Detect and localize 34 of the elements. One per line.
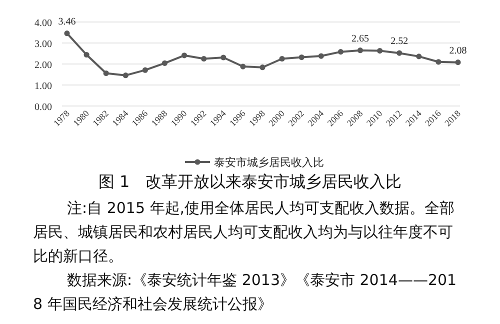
point bbox=[455, 60, 461, 66]
data-label: 2.52 bbox=[390, 36, 408, 48]
point bbox=[122, 72, 128, 78]
y-tick-label: 3.00 bbox=[34, 39, 52, 50]
data-label: 2.08 bbox=[449, 45, 467, 56]
point bbox=[298, 54, 304, 60]
point bbox=[64, 30, 70, 36]
point bbox=[318, 53, 324, 59]
point bbox=[162, 60, 168, 66]
point bbox=[436, 59, 442, 65]
y-tick-label: 2.00 bbox=[34, 60, 52, 71]
legend-label: 泰安市城乡居民收入比 bbox=[214, 156, 324, 169]
point bbox=[396, 50, 402, 56]
point bbox=[240, 64, 246, 70]
data-label: 3.46 bbox=[58, 16, 76, 28]
point bbox=[103, 70, 109, 76]
point bbox=[416, 54, 422, 60]
point bbox=[84, 52, 90, 58]
point bbox=[142, 67, 148, 73]
point bbox=[260, 64, 266, 70]
point bbox=[338, 49, 344, 55]
point bbox=[357, 48, 364, 54]
source-note: 数据来源:《泰安统计年鉴 2013》《泰安市 2014——2018 年国民经济和社会发展统计公报》 bbox=[33, 271, 457, 313]
text: 注:自 2015 年起,使用全体居民人均可支配收入数据。全部居民、城镇居民和农村居民人均可支配收入均为与以往年度不可比的新口径。 bbox=[33, 199, 455, 265]
y-tick-label: 0.00 bbox=[34, 102, 52, 113]
point bbox=[201, 56, 207, 62]
text: 图 1 改革开放以来泰安市城乡居民收入比 bbox=[98, 172, 402, 191]
point bbox=[377, 48, 383, 54]
point bbox=[182, 52, 188, 58]
point bbox=[220, 54, 226, 60]
data-label: 2.65 bbox=[352, 33, 369, 44]
point bbox=[279, 56, 285, 62]
y-tick-label: 4.00 bbox=[34, 18, 52, 29]
y-tick-label: 1.00 bbox=[34, 81, 52, 92]
